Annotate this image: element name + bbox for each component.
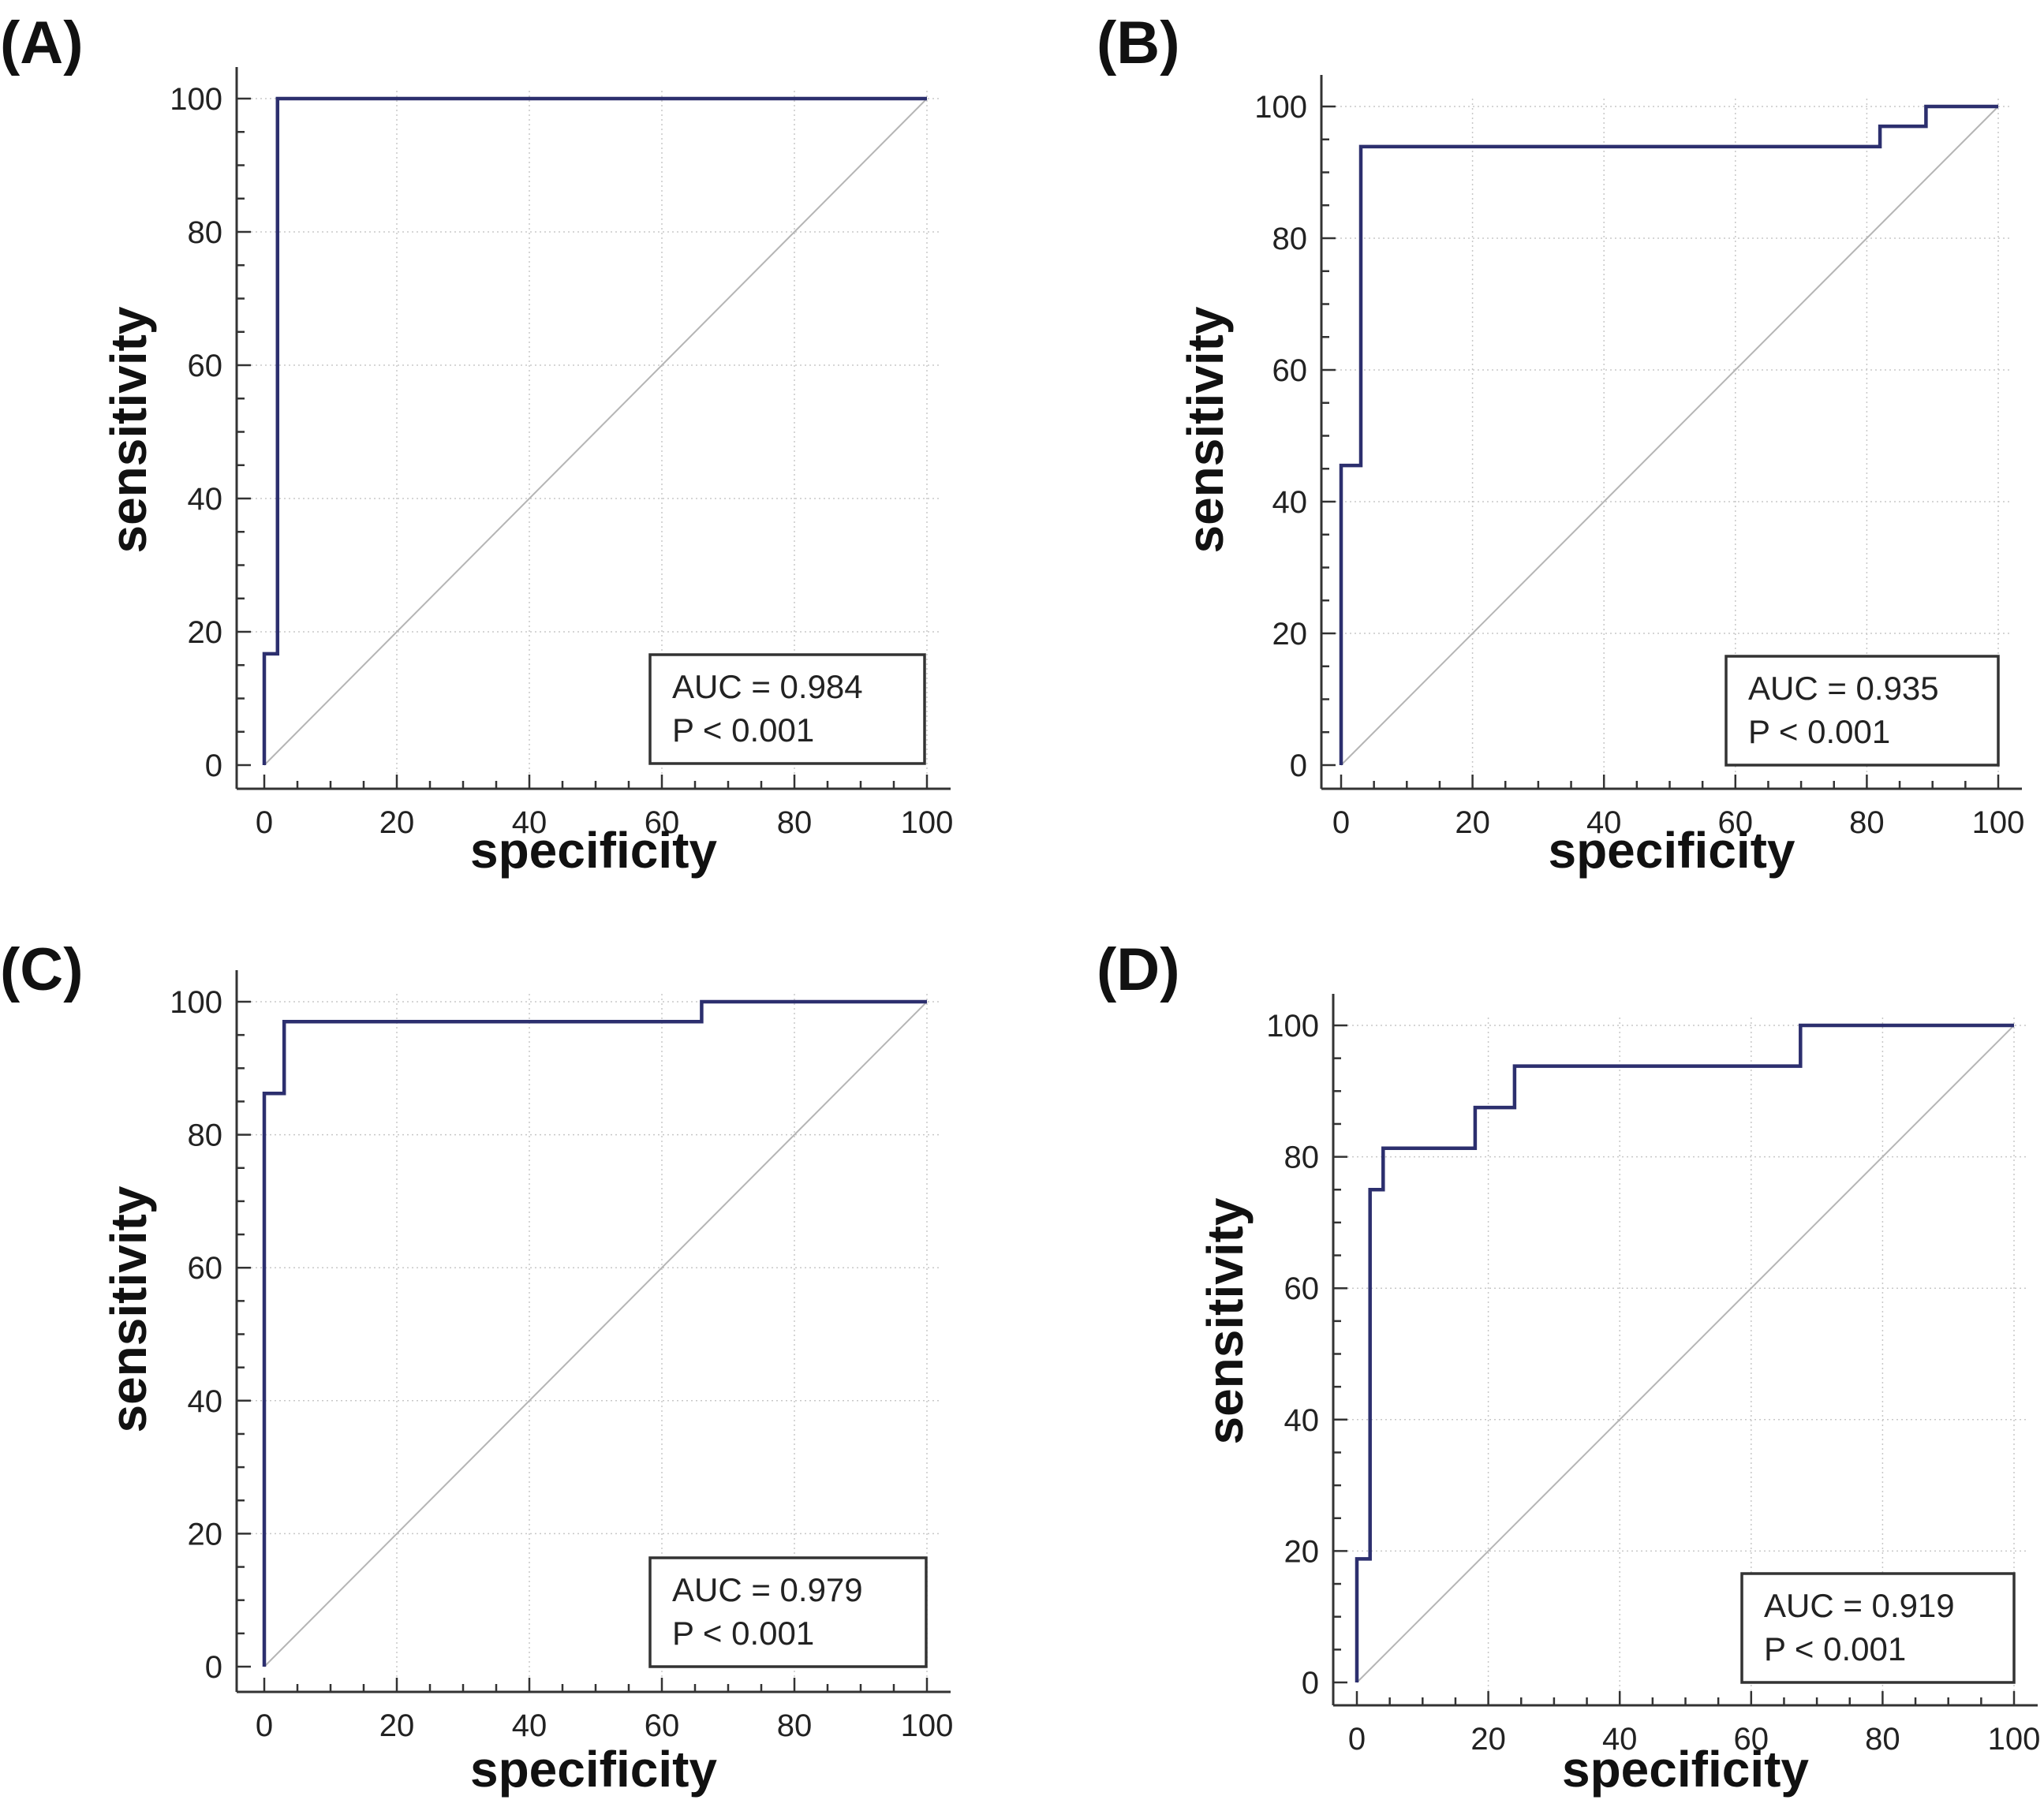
chart-0-roc-curve [262, 96, 927, 765]
chart-0-reference-line [263, 98, 928, 766]
chart-3-x-tick-label: 80 [1865, 1722, 1900, 1757]
chart-2: (C) 0 20 40 60 80 100 0 20 40 60 80 100 specificity se… [0, 936, 953, 1798]
chart-2-y-tick-label: 80 [188, 1118, 223, 1153]
chart-0-x-tick-label: 20 [379, 805, 415, 840]
chart-2-y-tick-label: 0 [205, 1650, 222, 1685]
chart-3-y-axis-title: sensitivity [1197, 1197, 1254, 1444]
chart-0-x-axis-title: specificity [470, 822, 717, 879]
chart-0-y-tick-label: 0 [205, 749, 222, 783]
chart-3-legend-line: AUC = 0.919 [1764, 1587, 1955, 1624]
chart-0-x-tick-label: 80 [777, 805, 813, 840]
chart-3-x-tick-label: 0 [1348, 1722, 1366, 1757]
chart-1-x-tick-label: 80 [1849, 805, 1885, 840]
chart-3-y-tick-label: 20 [1284, 1534, 1320, 1569]
chart-1-x-tick-label: 60 [1718, 805, 1754, 840]
chart-3-legend-box [1740, 1572, 2016, 1684]
chart-1-y-tick-label: 40 [1272, 485, 1308, 520]
chart-2-y-tick-label: 60 [188, 1251, 223, 1286]
chart-2-legend-line: P < 0.001 [672, 1615, 814, 1652]
chart-3: (D) 0 20 40 60 80 100 0 20 40 60 80 100 specificity se… [1097, 936, 2040, 1798]
chart-0-y-tick-label: 80 [188, 215, 223, 250]
chart-1-y-tick-label: 80 [1272, 222, 1308, 256]
chart-3-panel-label: (D) [1097, 936, 1180, 1003]
chart-3-x-tick-label: 40 [1602, 1722, 1638, 1757]
chart-1-roc-curve [1339, 104, 1998, 765]
chart-1-y-tick-label: 100 [1254, 90, 1307, 125]
chart-0-y-tick-label: 40 [188, 482, 223, 517]
chart-0-x-tick-label: 60 [645, 805, 680, 840]
chart-0-y-tick-label: 20 [188, 615, 223, 650]
chart-0-legend-line: P < 0.001 [672, 711, 814, 749]
chart-2-y-tick-label: 40 [188, 1384, 223, 1419]
chart-1-x-tick-label: 40 [1586, 805, 1622, 840]
chart-1-legend-line: AUC = 0.935 [1748, 670, 1939, 707]
chart-0-legend-line: AUC = 0.984 [672, 668, 863, 705]
chart-3-y-tick-label: 40 [1284, 1403, 1320, 1438]
chart-2-x-tick-label: 0 [256, 1708, 273, 1743]
chart-0-y-tick-label: 100 [170, 82, 222, 117]
chart-3-y-tick-label: 100 [1266, 1009, 1319, 1044]
chart-0-x-tick-label: 100 [901, 805, 954, 840]
chart-3-x-tick-label: 20 [1470, 1722, 1506, 1757]
chart-2-y-tick-label: 100 [170, 985, 222, 1020]
chart-0-panel-label: (A) [0, 9, 84, 77]
chart-1-y-tick-label: 60 [1272, 353, 1308, 388]
chart-2-x-tick-label: 80 [777, 1708, 813, 1743]
chart-3-roc-curve [1355, 1023, 2014, 1682]
chart-3-x-tick-label: 100 [1988, 1722, 2041, 1757]
chart-1-legend-line: P < 0.001 [1748, 713, 1890, 750]
chart-1-y-tick-label: 0 [1290, 749, 1307, 783]
chart-1-panel-label: (B) [1097, 9, 1180, 77]
chart-3-x-axis-title: specificity [1562, 1741, 1809, 1798]
chart-1-reference-line [1340, 106, 1999, 766]
chart-2-x-tick-label: 100 [901, 1708, 954, 1743]
chart-3-y-tick-label: 60 [1284, 1271, 1320, 1306]
chart-3-x-tick-label: 60 [1734, 1722, 1769, 1757]
chart-1: (B) 0 20 40 60 80 100 0 20 40 60 80 100 specificity se… [1097, 9, 2024, 879]
chart-2-panel-label: (C) [0, 936, 84, 1003]
chart-1-x-tick-label: 0 [1332, 805, 1350, 840]
chart-2-x-axis-title: specificity [470, 1741, 717, 1798]
chart-2-reference-line [263, 1001, 928, 1667]
chart-2-y-tick-label: 20 [188, 1517, 223, 1551]
chart-0: (A) 0 20 40 60 80 100 0 20 40 60 80 100 specificity se… [0, 9, 953, 879]
chart-0-legend-box [648, 653, 926, 765]
chart-2-x-tick-label: 20 [379, 1708, 415, 1743]
chart-2-legend-line: AUC = 0.979 [672, 1571, 863, 1608]
chart-1-legend-box [1725, 655, 2000, 767]
chart-1-x-tick-label: 100 [1972, 805, 2025, 840]
chart-3-y-tick-label: 80 [1284, 1141, 1320, 1175]
chart-2-roc-curve [262, 999, 927, 1667]
chart-2-y-axis-title: sensitivity [100, 1186, 157, 1432]
chart-1-y-tick-label: 20 [1272, 617, 1308, 652]
chart-3-reference-line [1356, 1025, 2015, 1683]
chart-0-y-axis-title: sensitivity [100, 306, 157, 553]
chart-0-y-tick-label: 60 [188, 349, 223, 383]
chart-1-y-axis-title: sensitivity [1177, 306, 1234, 553]
chart-2-x-tick-label: 60 [645, 1708, 680, 1743]
chart-1-x-tick-label: 20 [1455, 805, 1490, 840]
chart-3-y-tick-label: 0 [1302, 1666, 1319, 1701]
chart-0-x-tick-label: 0 [256, 805, 273, 840]
chart-2-legend-box [648, 1556, 928, 1668]
chart-0-x-tick-label: 40 [512, 805, 547, 840]
chart-1-x-axis-title: specificity [1548, 822, 1795, 879]
chart-2-x-tick-label: 40 [512, 1708, 547, 1743]
chart-3-legend-line: P < 0.001 [1764, 1630, 1906, 1667]
